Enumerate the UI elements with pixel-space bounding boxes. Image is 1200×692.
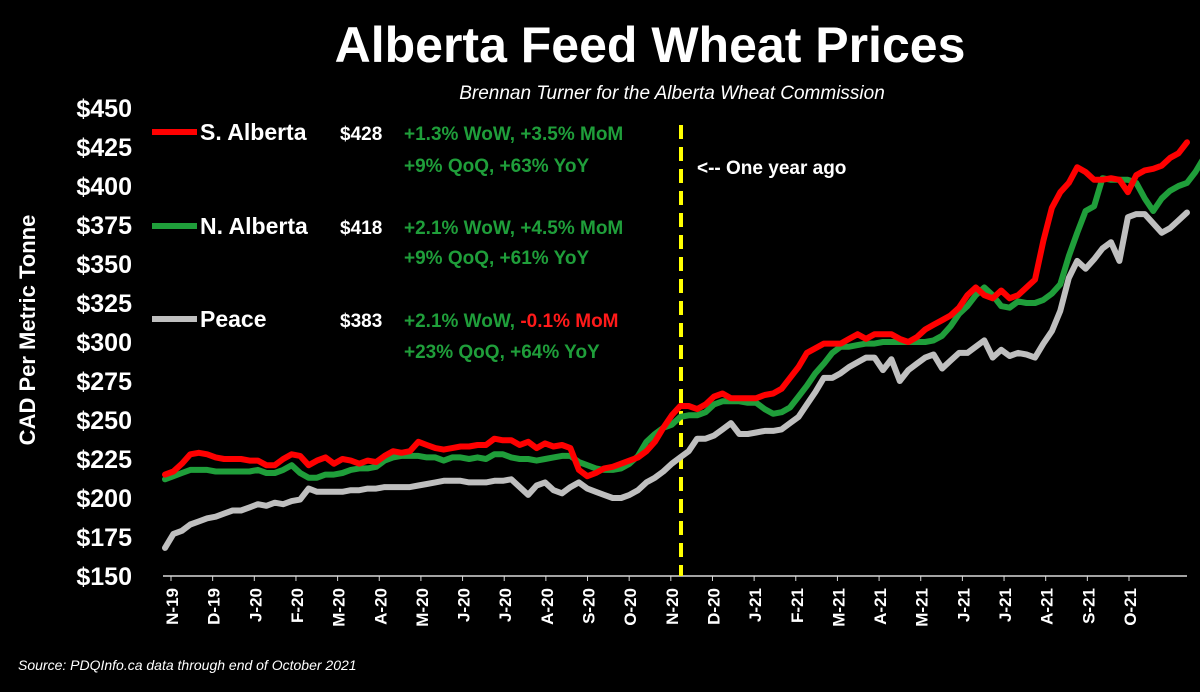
- x-tick-label: S-21: [1079, 588, 1098, 624]
- legend-change-line-1: +2.1% WoW, -0.1% MoM: [404, 311, 619, 332]
- source-note: Source: PDQInfo.ca data through end of O…: [18, 657, 357, 673]
- x-tick-label: N-19: [163, 588, 182, 625]
- legend-price: $428: [340, 124, 382, 145]
- y-tick-label: $175: [76, 524, 132, 552]
- x-tick-label: J-20: [496, 588, 515, 622]
- legend-label: S. Alberta: [200, 119, 307, 145]
- legend-change-negative: -0.1% MoM: [520, 311, 618, 332]
- x-tick-label: D-20: [704, 588, 723, 625]
- legend-change-positive: +2.1% WoW,: [404, 311, 520, 332]
- x-tick-label: D-19: [205, 588, 224, 625]
- legend-change-line-1: +2.1% WoW, +4.5% MoM: [404, 218, 623, 239]
- x-tick-label: J-20: [246, 588, 265, 622]
- x-tick-label: M-20: [330, 588, 349, 627]
- y-tick-label: $350: [76, 251, 132, 279]
- y-axis-label: CAD Per Metric Tonne: [15, 215, 40, 446]
- legend-label: Peace: [200, 306, 267, 332]
- legend-peace: Peace $383 +2.1% WoW, -0.1% MoM +23% QoQ…: [152, 306, 619, 363]
- legend-change-line-2: +9% QoQ, +63% YoY: [404, 156, 589, 177]
- x-tick-label: J-21: [996, 588, 1015, 622]
- legend-n-alberta: N. Alberta $418 +2.1% WoW, +4.5% MoM +9%…: [152, 213, 623, 269]
- x-tick-label: A-21: [1038, 588, 1057, 625]
- y-tick-label: $225: [76, 446, 132, 474]
- legend-price: $418: [340, 218, 382, 239]
- series-line-peace: [162, 209, 1190, 551]
- x-tick-label: O-21: [1121, 588, 1140, 626]
- x-tick-label: N-20: [663, 588, 682, 625]
- x-axis-ticks: N-19 D-19 J-20 F-20 M-20 A-20 M-20 J-20 J-20 A-20…: [163, 576, 1140, 627]
- series-line-s-alberta: [162, 139, 1190, 480]
- chart-subtitle: Brennan Turner for the Alberta Wheat Com…: [459, 83, 885, 104]
- x-tick-label: S-20: [580, 588, 599, 624]
- x-tick-label: M-21: [913, 588, 932, 627]
- legend: S. Alberta $428 +1.3% WoW, +3.5% MoM +9%…: [152, 119, 623, 363]
- series-line-n-alberta: [162, 158, 1200, 483]
- y-tick-label: $425: [76, 134, 132, 162]
- y-tick-label: $275: [76, 368, 132, 396]
- one-year-ago-annotation: <-- One year ago: [697, 158, 846, 179]
- legend-change-line-1: +1.3% WoW, +3.5% MoM: [404, 124, 623, 145]
- y-tick-label: $250: [76, 407, 132, 435]
- x-tick-label: J-21: [746, 588, 765, 622]
- x-tick-label: O-20: [621, 588, 640, 626]
- x-tick-label: A-20: [538, 588, 557, 625]
- y-tick-label: $325: [76, 290, 132, 318]
- series-lines: [162, 139, 1200, 551]
- y-tick-label: $300: [76, 329, 132, 357]
- y-tick-label: $400: [76, 173, 132, 201]
- legend-change-line-2: +23% QoQ, +64% YoY: [404, 342, 600, 363]
- y-tick-label: $450: [76, 95, 132, 123]
- x-tick-label: F-20: [288, 588, 307, 623]
- x-tick-label: M-20: [413, 588, 432, 627]
- x-tick-label: A-21: [871, 588, 890, 625]
- y-tick-label: $150: [76, 563, 132, 591]
- y-tick-label: $375: [76, 212, 132, 240]
- chart-title: Alberta Feed Wheat Prices: [335, 17, 966, 73]
- legend-s-alberta: S. Alberta $428 +1.3% WoW, +3.5% MoM +9%…: [152, 119, 623, 177]
- legend-price: $383: [340, 311, 382, 332]
- x-tick-label: J-21: [954, 588, 973, 622]
- x-tick-label: F-21: [788, 588, 807, 623]
- y-axis-ticks: $150 $175 $200 $225 $250 $275 $300 $325 $350 $375…: [76, 95, 132, 591]
- legend-change-line-2: +9% QoQ, +61% YoY: [404, 248, 589, 269]
- legend-label: N. Alberta: [200, 213, 308, 239]
- x-tick-label: M-21: [829, 588, 848, 627]
- x-tick-label: A-20: [371, 588, 390, 625]
- y-tick-label: $200: [76, 485, 132, 513]
- x-tick-label: J-20: [455, 588, 474, 622]
